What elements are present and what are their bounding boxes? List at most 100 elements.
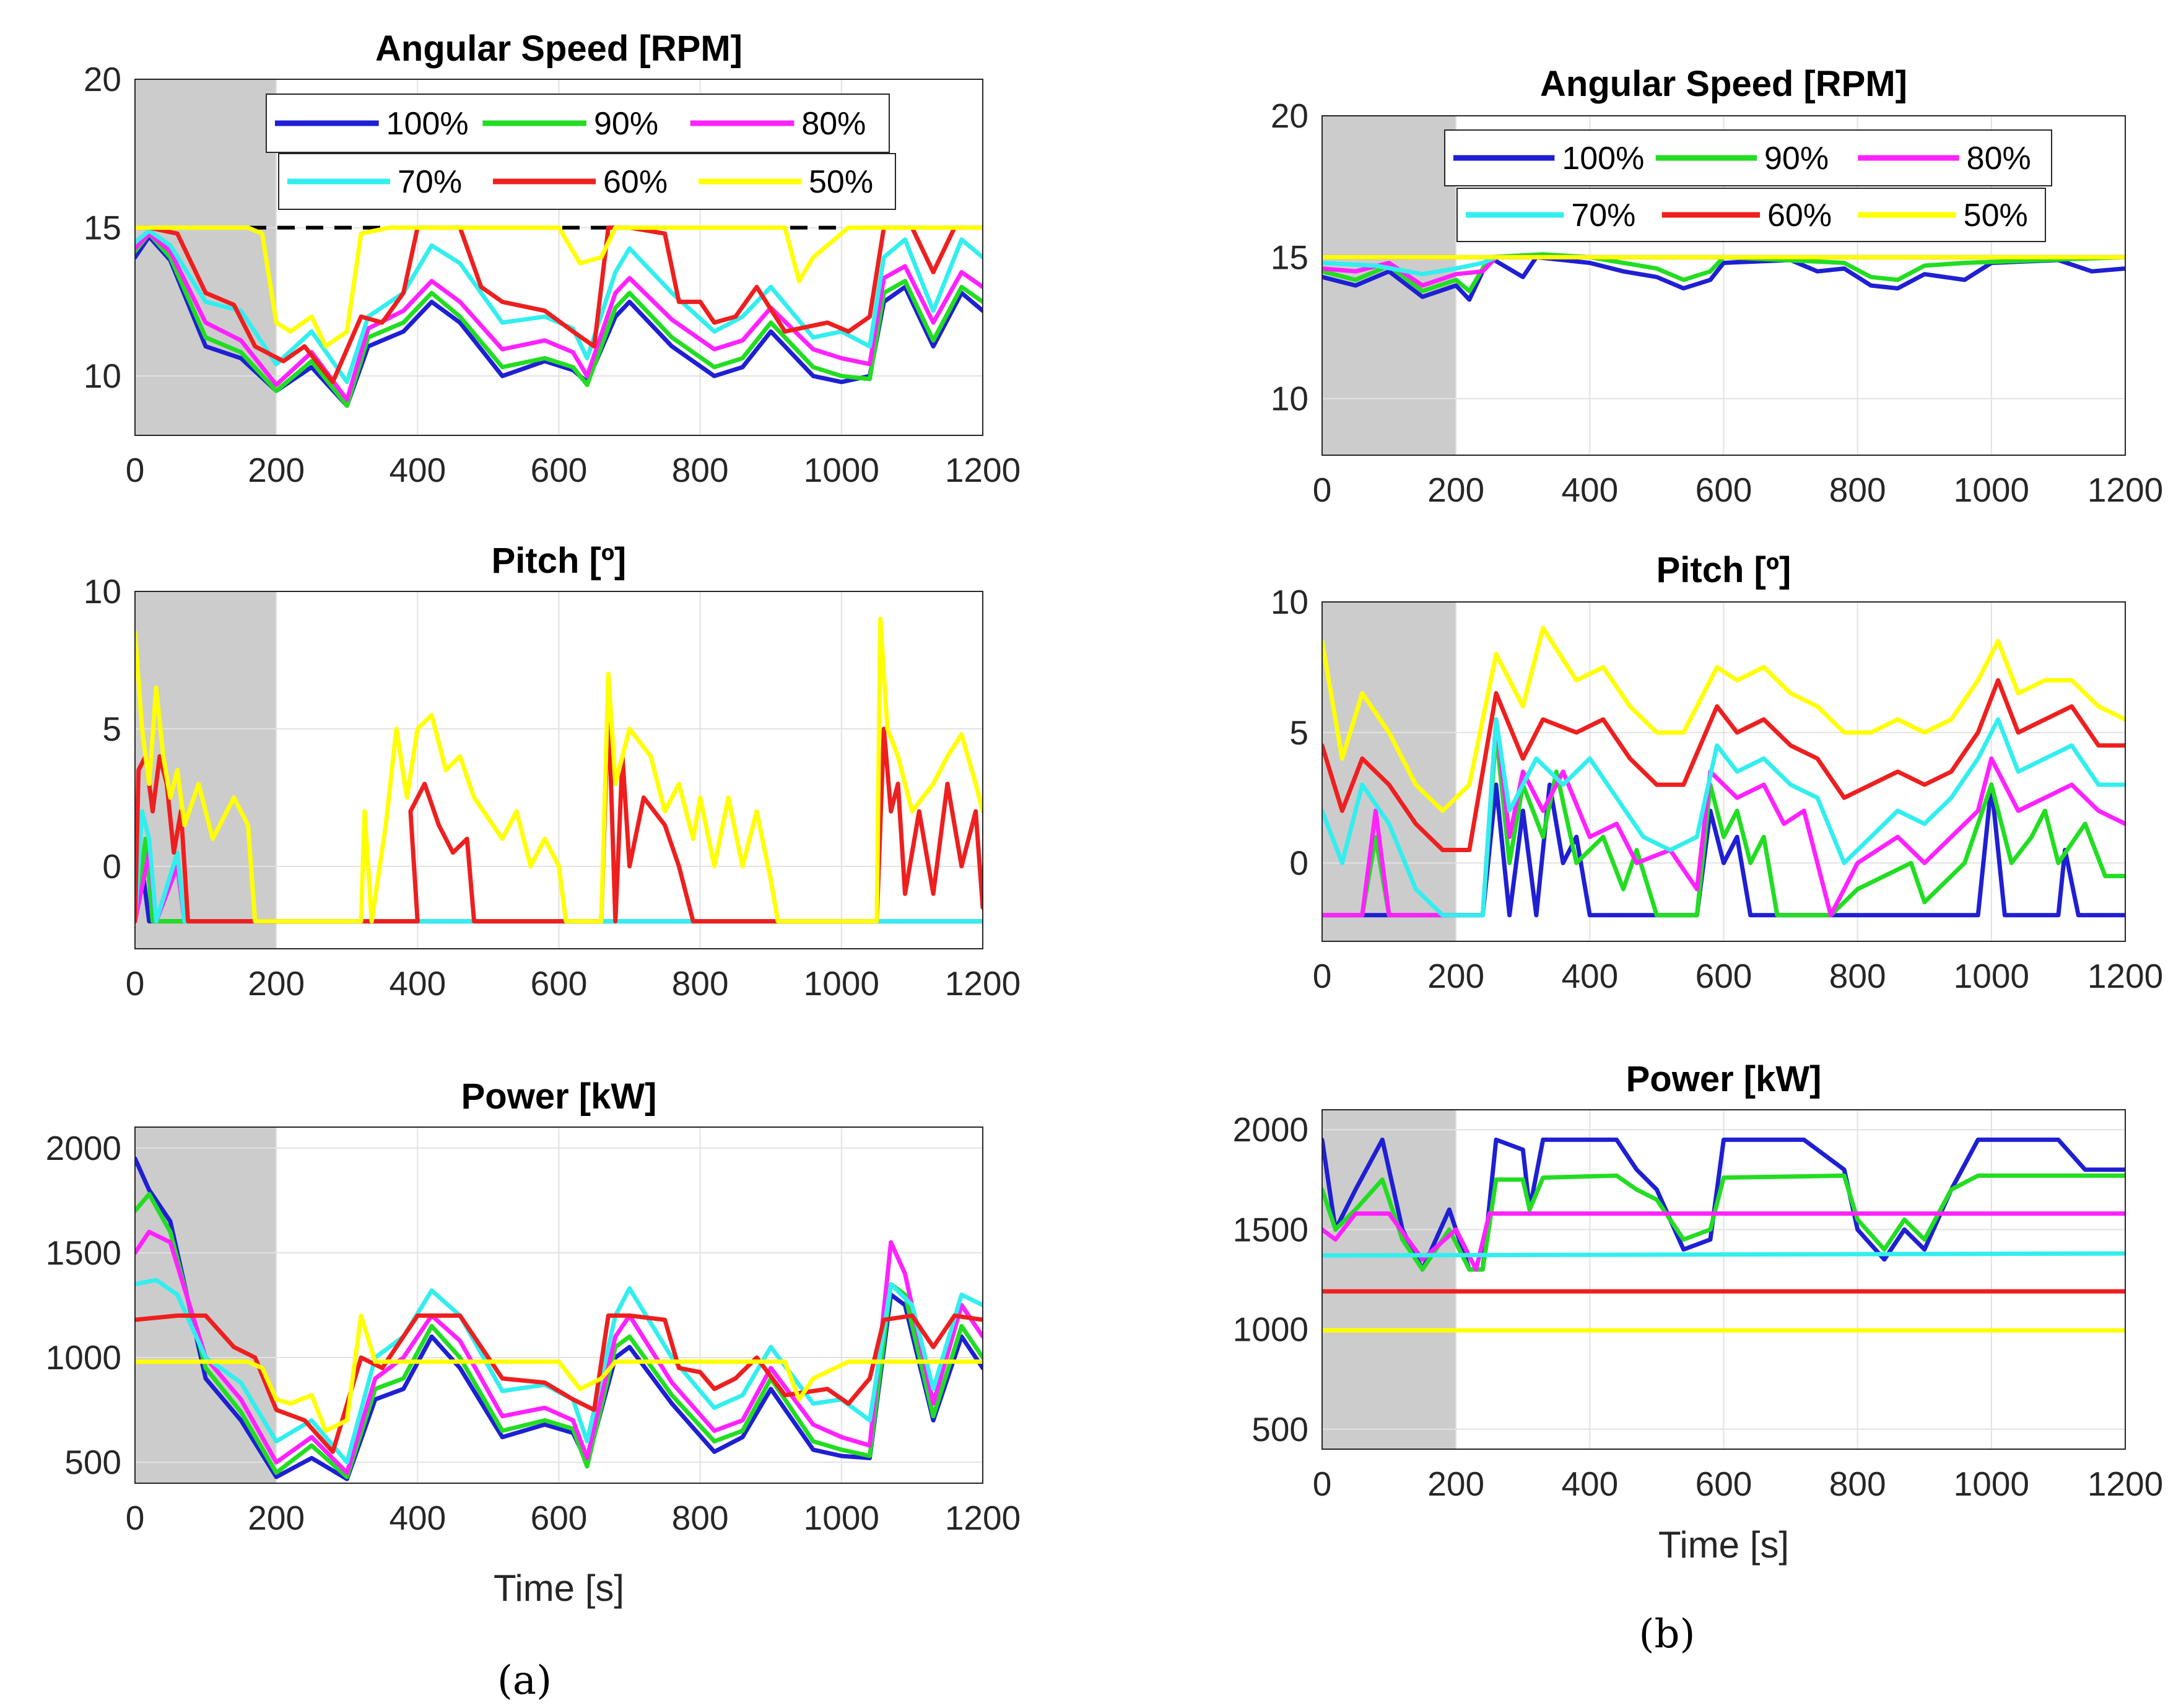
- y-tick-label: 15: [84, 209, 121, 247]
- x-tick-label: 600: [531, 964, 588, 1003]
- y-tick-label: 500: [1252, 1410, 1308, 1449]
- a-power-chart: 0 200 400 600 800 1000 1200 500 1000 1500 2000 Powe…: [46, 1076, 1021, 1609]
- x-tick-label: 800: [672, 451, 729, 489]
- x-tick-label: 0: [126, 1499, 145, 1537]
- y-tick-label: 5: [102, 710, 121, 748]
- legend-label: 50%: [1964, 198, 2028, 233]
- x-tick-label: 0: [1313, 1465, 1332, 1503]
- legend-label: 60%: [1767, 198, 1832, 233]
- series-line-60pct: [1322, 678, 2125, 852]
- legend-label: 60%: [603, 164, 668, 200]
- series-line-50pct: [135, 616, 983, 924]
- axes-frame: [134, 79, 983, 436]
- y-tick-label: 15: [1271, 238, 1308, 276]
- series-group: [135, 225, 983, 408]
- axes-frame: [134, 1126, 983, 1484]
- legend-label: 80%: [1967, 141, 2031, 176]
- legend: 100% 90% 80% 70% 60% 50%: [1444, 129, 2052, 242]
- x-tick-label: 1000: [804, 451, 879, 489]
- x-tick-label: 400: [389, 1499, 446, 1537]
- series-group: [135, 1156, 983, 1481]
- x-tick-label: 0: [126, 964, 145, 1003]
- series-group: [135, 616, 983, 924]
- y-tick-label: 20: [1271, 97, 1308, 135]
- x-tick-label: 600: [1696, 1465, 1752, 1503]
- series-group: [1322, 252, 2125, 302]
- y-tick-label: 20: [84, 60, 121, 98]
- y-tick-label: 2000: [46, 1129, 121, 1167]
- a-pitch-chart: 0 200 400 600 800 1000 1200 0 5 10 Pitch [º]: [84, 541, 1021, 1003]
- shaded-region: [135, 1127, 277, 1483]
- x-tick-label: 0: [1313, 471, 1332, 509]
- legend-label: 90%: [1764, 141, 1829, 176]
- axes-frame: [1321, 115, 2126, 456]
- series-line-80pct: [1322, 1211, 2125, 1272]
- series-line-90pct: [1322, 252, 2125, 294]
- x-tick-label: 400: [1561, 471, 1618, 509]
- x-tick-label: 800: [672, 1499, 729, 1537]
- legend-label: 100%: [386, 106, 469, 142]
- x-tick-label: 1000: [1954, 471, 2029, 509]
- series-line-90pct: [135, 231, 983, 408]
- legend-label: 80%: [801, 106, 866, 142]
- x-tick-label: 400: [1561, 957, 1618, 995]
- x-tick-label: 800: [1829, 1465, 1886, 1503]
- x-tick-label: 1000: [804, 1499, 879, 1537]
- series-line-90pct: [1322, 730, 2125, 918]
- y-tick-label: 2000: [1233, 1110, 1308, 1149]
- series-line-60pct: [135, 225, 983, 385]
- series-group: [1322, 625, 2125, 918]
- x-tick-label: 1200: [2087, 1465, 2163, 1503]
- series-line-70pct: [135, 809, 983, 924]
- series-line-70pct: [1322, 1251, 2125, 1258]
- x-tick-label: 200: [1427, 471, 1484, 509]
- y-tick-label: 1000: [46, 1338, 121, 1377]
- x-tick-label: 1000: [804, 964, 879, 1003]
- x-tick-label: 200: [1427, 957, 1484, 995]
- legend: 100% 90% 80% 70% 60% 50%: [266, 94, 896, 210]
- x-tick-label: 1000: [1954, 957, 2029, 995]
- y-tick-label: 10: [84, 357, 121, 395]
- series-line-60pct: [135, 699, 983, 924]
- x-tick-label: 200: [248, 964, 305, 1003]
- chart-title: Pitch [º]: [492, 541, 627, 581]
- legend-label: 100%: [1562, 141, 1644, 176]
- x-tick-label: 400: [389, 964, 446, 1003]
- chart-title: Angular Speed [RPM]: [375, 28, 742, 69]
- x-axis-label: Time [s]: [494, 1567, 624, 1609]
- y-tick-label: 1000: [1233, 1310, 1308, 1349]
- series-line-50pct: [135, 1313, 983, 1433]
- y-tick-label: 10: [84, 572, 121, 611]
- x-tick-label: 0: [1313, 957, 1332, 995]
- y-tick-label: 1500: [1233, 1210, 1308, 1248]
- y-tick-label: 0: [102, 847, 121, 886]
- x-tick-label: 600: [531, 1499, 588, 1537]
- shaded-region: [1322, 602, 1456, 941]
- series-line-60pct: [135, 1313, 983, 1454]
- x-tick-label: 400: [1561, 1465, 1618, 1503]
- y-tick-label: 10: [1271, 380, 1308, 418]
- x-tick-label: 200: [248, 451, 305, 489]
- x-tick-label: 800: [672, 964, 729, 1003]
- axes-frame: [1321, 601, 2126, 942]
- legend-label: 90%: [594, 106, 658, 142]
- b-pitch-chart: 0 200 400 600 800 1000 1200 0 5 10 Pitch [º]: [1271, 550, 2163, 995]
- legend-label: 70%: [1571, 198, 1635, 233]
- b-speed-chart: 0 200 400 600 800 1000 1200 10 15 20 Angular Speed…: [1271, 64, 2163, 509]
- chart-title: Power [kW]: [1626, 1059, 1822, 1099]
- series-line-80pct: [135, 231, 983, 402]
- series-line-90pct: [1322, 1173, 2125, 1272]
- a-speed-chart: 0 200 400 600 800 1000 1200 10 15 20 Angular Speed…: [84, 28, 1021, 489]
- x-tick-label: 1000: [1954, 1465, 2029, 1503]
- axes-frame: [1321, 1109, 2126, 1450]
- x-tick-label: 1200: [2087, 471, 2163, 509]
- shaded-region: [135, 79, 277, 435]
- series-group: [1322, 1137, 2125, 1333]
- x-tick-label: 200: [1427, 1465, 1484, 1503]
- x-tick-label: 1200: [2087, 957, 2163, 995]
- y-tick-label: 1500: [46, 1234, 121, 1272]
- x-tick-label: 1200: [945, 451, 1021, 489]
- legend-label: 70%: [398, 164, 462, 200]
